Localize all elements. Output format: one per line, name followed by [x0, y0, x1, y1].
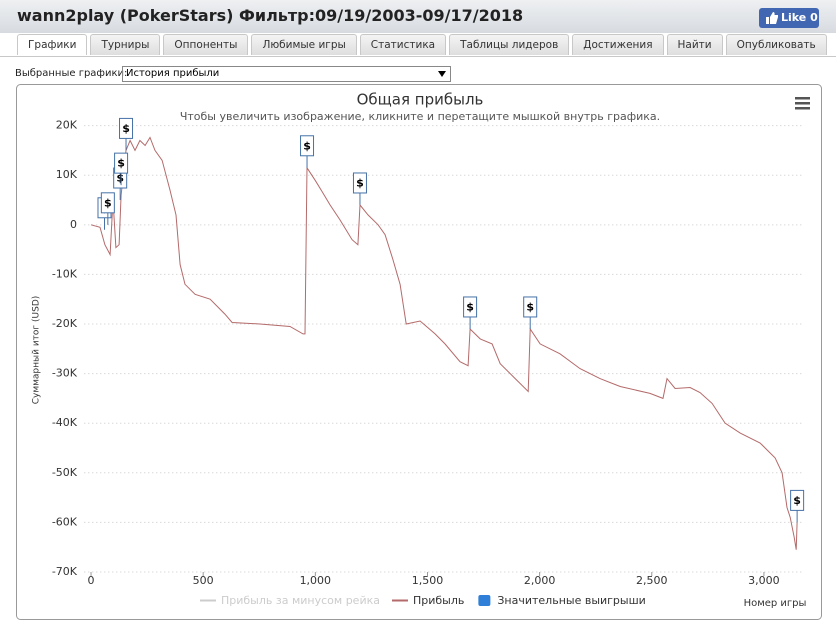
profit-line: [90, 136, 798, 550]
tab-border: [0, 56, 836, 57]
x-tick-label: 2,000: [524, 574, 556, 587]
x-tick-label: 2,500: [636, 574, 668, 587]
tab[interactable]: Оппоненты: [163, 34, 249, 55]
flag-box: [119, 117, 134, 139]
flag: $: [352, 172, 367, 205]
tab[interactable]: Графики: [17, 34, 88, 55]
like-button[interactable]: Like 0: [759, 8, 819, 28]
y-tick-label: 0: [70, 218, 77, 231]
legend-label: Прибыль: [413, 594, 464, 607]
flag: $: [113, 167, 128, 201]
flag-label: $: [117, 157, 125, 170]
flag-box: [790, 489, 805, 511]
chart-subtitle: Чтобы увеличить изображение, кликните и …: [180, 110, 660, 123]
flag-box: [114, 152, 129, 174]
legend-swatch: [478, 595, 491, 606]
header-title: wann2play (PokerStars) Фильтр:09/19/2003…: [17, 6, 524, 25]
x-tick-label: 500: [193, 574, 214, 587]
flag-label: $: [793, 494, 801, 507]
x-tick-label: 1,000: [300, 574, 332, 587]
y-tick-label: 10K: [56, 168, 78, 181]
flag: $: [523, 296, 538, 329]
flag-label: $: [101, 201, 109, 214]
tab[interactable]: Найти: [666, 34, 723, 55]
flag-label: $: [116, 172, 124, 185]
flag-label: $: [356, 176, 364, 189]
flag-label: $: [466, 300, 474, 313]
flag-box: [113, 167, 128, 189]
like-label: Like 0: [781, 11, 818, 24]
flag-box: [352, 172, 367, 194]
tab[interactable]: Достижения: [572, 34, 664, 55]
y-tick-label: -60K: [52, 515, 78, 528]
tab[interactable]: Любимые игры: [251, 34, 357, 55]
flag-box: [523, 296, 538, 318]
x-tick-label: 3,000: [748, 574, 780, 587]
y-tick-label: -10K: [52, 267, 78, 280]
flag: $: [463, 296, 478, 329]
selector-label: Выбранные графики:: [15, 68, 128, 79]
flag-box: [300, 135, 315, 157]
flag-box: [463, 296, 478, 318]
header: wann2play (PokerStars) Фильтр:09/19/2003…: [0, 0, 836, 33]
y-tick-label: 20K: [56, 119, 78, 132]
selector-value: История прибыли: [126, 68, 220, 79]
flag-label: $: [122, 122, 130, 135]
x-tick-label: 1,500: [412, 574, 444, 587]
x-axis-label: Номер игры: [744, 598, 807, 609]
flag-label: $: [526, 300, 534, 313]
y-axis-label: Суммарный итог (USD): [32, 296, 42, 405]
flag-box: [100, 192, 115, 214]
y-tick-label: -20K: [52, 317, 78, 330]
chart-title: Общая прибыль: [357, 91, 484, 109]
tab[interactable]: Таблицы лидеров: [449, 34, 570, 55]
flag-label: $: [303, 139, 311, 152]
flag: $: [119, 117, 134, 151]
chart-panel: [16, 84, 822, 620]
tabs: Графики Турниры Оппоненты Любимые игры Стати…: [17, 34, 827, 55]
tab[interactable]: Турниры: [90, 34, 161, 55]
y-tick-label: -30K: [52, 367, 78, 380]
legend-label: Прибыль за минусом рейка: [221, 594, 380, 607]
y-tick-label: -50K: [52, 466, 78, 479]
tab[interactable]: Опубликовать: [725, 34, 827, 55]
flag-label: $: [104, 196, 112, 209]
thumb-icon: [766, 12, 778, 24]
flag: $: [100, 192, 115, 225]
y-tick-label: -70K: [52, 565, 78, 578]
tab[interactable]: Статистика: [359, 34, 447, 55]
legend-label: Значительные выигрыши: [497, 594, 645, 607]
y-tick-label: -40K: [52, 416, 78, 429]
flag-box: [97, 197, 112, 219]
dropdown-arrow: [438, 71, 446, 77]
x-tick-label: 0: [88, 574, 95, 587]
selector[interactable]: История прибыли: [122, 66, 451, 82]
menu-icon: [795, 97, 810, 110]
flag: $: [790, 489, 805, 523]
flag: $: [300, 135, 315, 168]
flag: $: [114, 152, 129, 186]
flag: $: [97, 197, 112, 230]
